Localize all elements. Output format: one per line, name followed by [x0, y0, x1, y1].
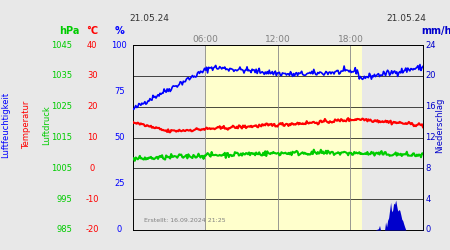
Text: 50: 50 — [114, 133, 125, 142]
Bar — [133, 45, 205, 230]
Text: Luftdruck: Luftdruck — [42, 105, 51, 145]
Text: 1005: 1005 — [51, 164, 72, 173]
Text: Niederschlag: Niederschlag — [436, 97, 445, 153]
Text: 1015: 1015 — [51, 133, 72, 142]
Text: 0: 0 — [90, 164, 95, 173]
Text: 24: 24 — [425, 40, 436, 50]
Text: 20: 20 — [425, 71, 436, 80]
Text: 0: 0 — [117, 226, 122, 234]
Text: 985: 985 — [56, 226, 72, 234]
Text: %: % — [114, 26, 124, 36]
Text: °C: °C — [86, 26, 98, 36]
Text: 16: 16 — [425, 102, 436, 111]
Text: 10: 10 — [87, 133, 98, 142]
Text: 25: 25 — [114, 179, 125, 188]
Text: -10: -10 — [86, 195, 99, 204]
Text: 12: 12 — [425, 133, 436, 142]
Text: 8: 8 — [425, 164, 431, 173]
Text: 1045: 1045 — [51, 40, 72, 50]
Text: 100: 100 — [112, 40, 127, 50]
Text: 0: 0 — [425, 226, 431, 234]
Text: Temperatur: Temperatur — [22, 101, 31, 149]
Text: 75: 75 — [114, 87, 125, 96]
Text: 21.05.24: 21.05.24 — [130, 14, 170, 23]
Text: 30: 30 — [87, 71, 98, 80]
Bar — [205, 45, 362, 230]
Bar — [362, 45, 423, 230]
Text: 1025: 1025 — [51, 102, 72, 111]
Text: 995: 995 — [56, 195, 72, 204]
Text: mm/h: mm/h — [421, 26, 450, 36]
Text: 20: 20 — [87, 102, 98, 111]
Text: 4: 4 — [425, 195, 431, 204]
Text: Erstellt: 16.09.2024 21:25: Erstellt: 16.09.2024 21:25 — [144, 218, 226, 222]
Text: hPa: hPa — [59, 26, 80, 36]
Text: -20: -20 — [86, 226, 99, 234]
Text: 40: 40 — [87, 40, 98, 50]
Text: Luftfeuchtigkeit: Luftfeuchtigkeit — [1, 92, 10, 158]
Text: 21.05.24: 21.05.24 — [386, 14, 426, 23]
Text: 1035: 1035 — [51, 71, 72, 80]
